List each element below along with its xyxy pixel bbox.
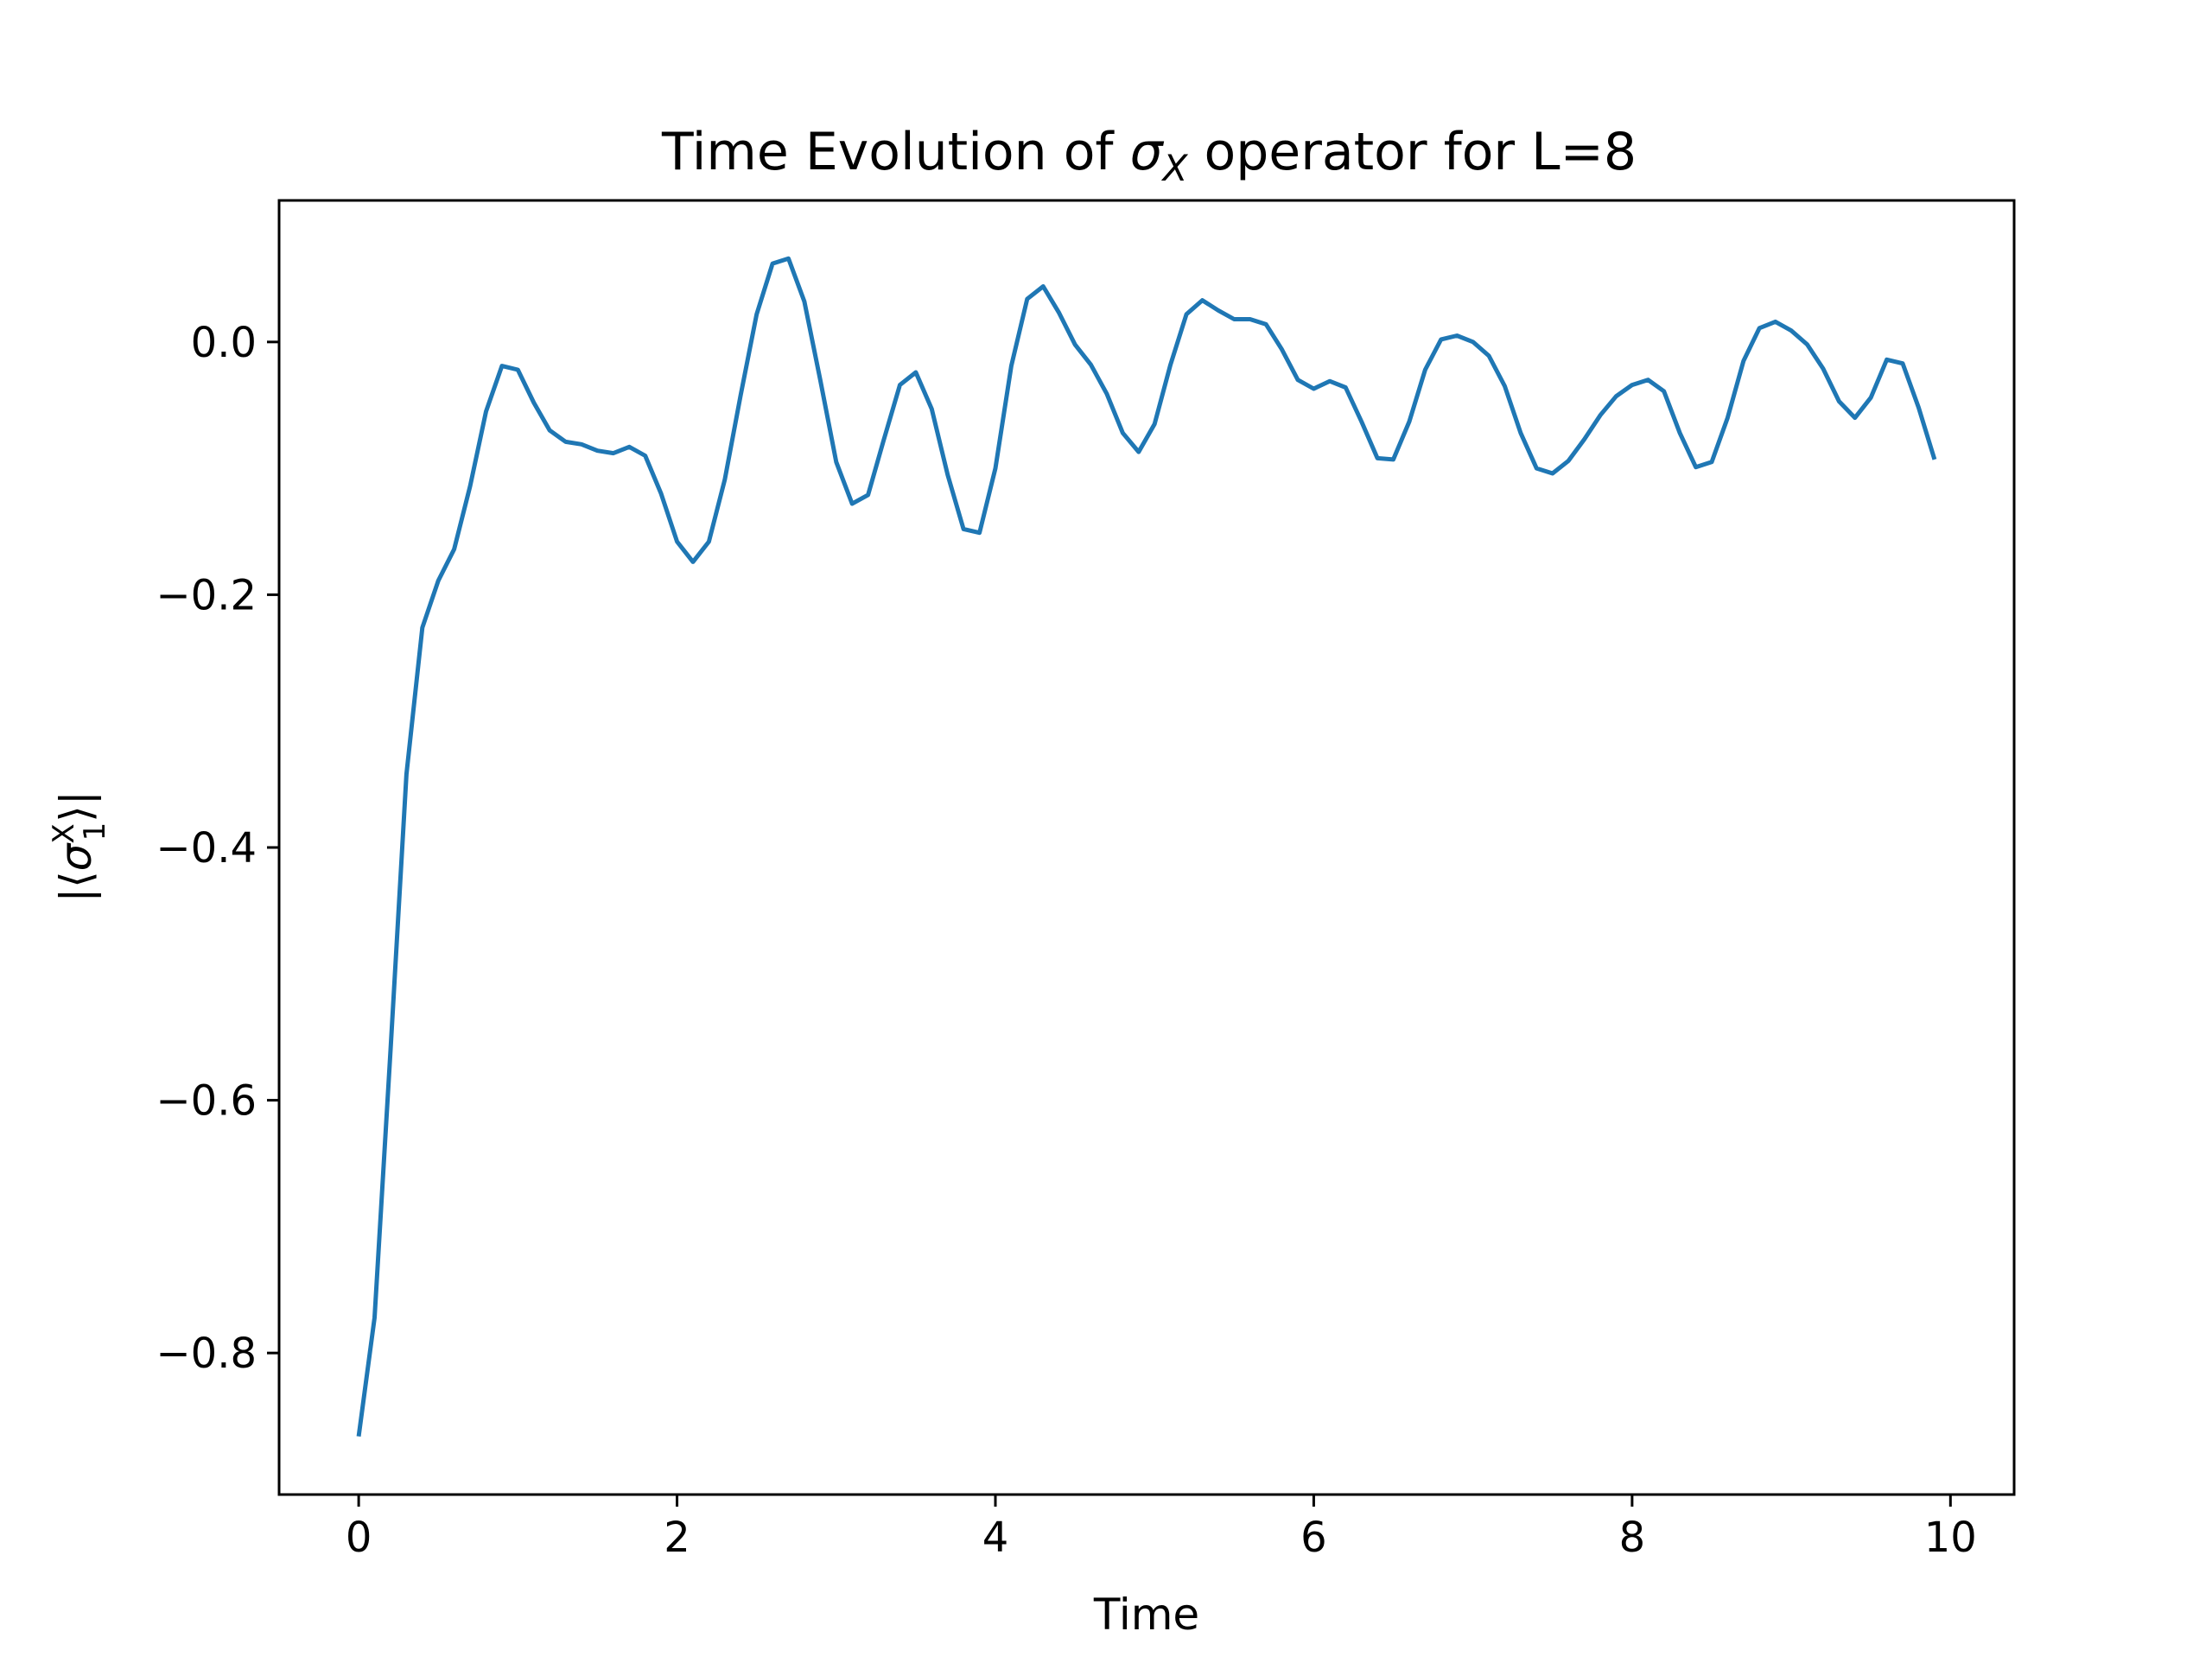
y-tick-label: −0.8 <box>156 1330 257 1378</box>
x-tick-label: 2 <box>664 1514 690 1562</box>
x-axis-label: Time <box>1093 1590 1199 1640</box>
x-axis: 0 2 4 6 8 10 <box>346 1495 1977 1562</box>
x-tick-label: 6 <box>1300 1514 1327 1562</box>
x-tick-label: 4 <box>982 1514 1009 1562</box>
y-tick-label: 0.0 <box>191 319 257 367</box>
y-tick-label: −0.4 <box>156 824 257 873</box>
plot-area <box>356 256 1937 1438</box>
x-tick-label: 0 <box>346 1514 372 1562</box>
x-tick-label: 10 <box>1924 1514 1977 1562</box>
series-line-0 <box>356 256 1937 1438</box>
y-tick-label: −0.2 <box>156 571 257 619</box>
x-tick-label: 8 <box>1619 1514 1646 1562</box>
y-axis-label: |⟨σX1⟩| <box>47 790 112 902</box>
chart-title: Time Evolution of σX operator for L=8 <box>661 122 1637 189</box>
y-tick-label: −0.6 <box>156 1077 257 1126</box>
y-axis: 0.0 −0.2 −0.4 −0.6 −0.8 <box>156 319 279 1378</box>
